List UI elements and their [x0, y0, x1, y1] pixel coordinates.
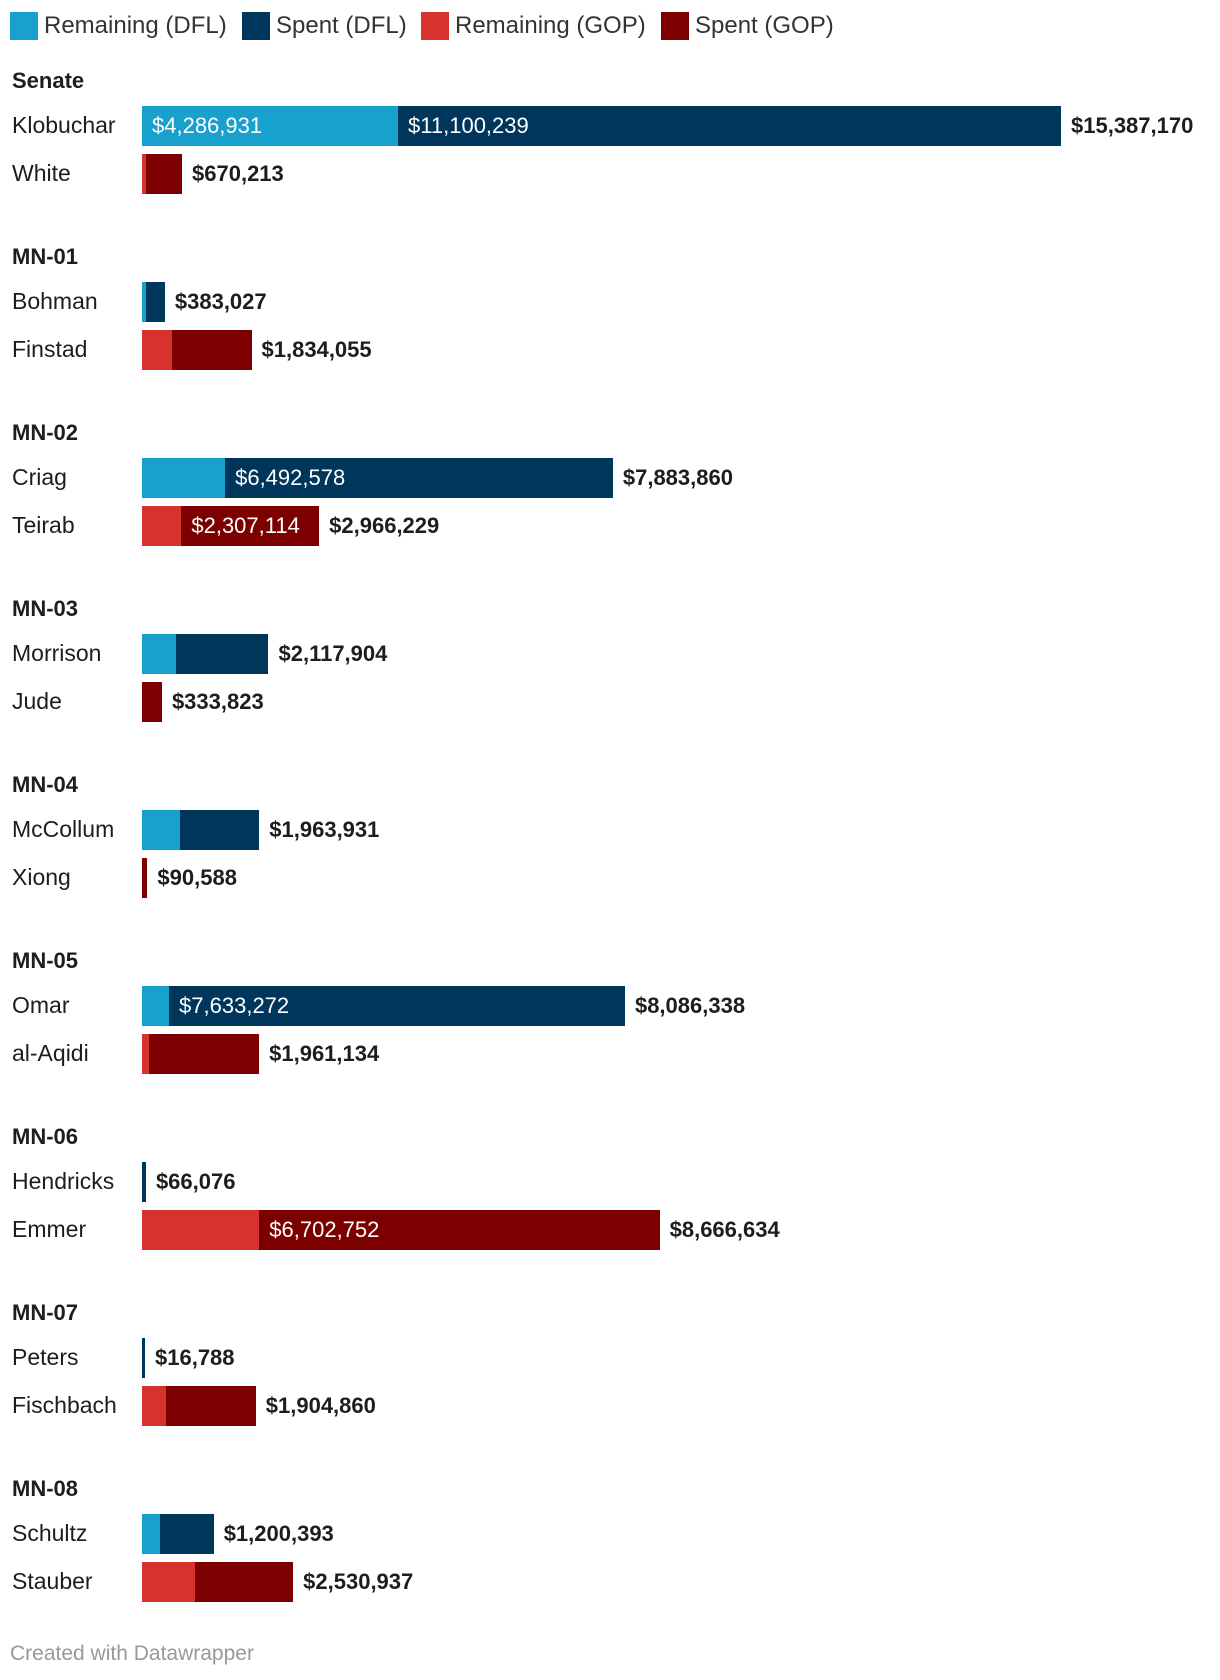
legend-swatch [661, 12, 689, 40]
bar-spent-label: $11,100,239 [408, 113, 529, 138]
bar-spent [259, 1210, 660, 1250]
bar-remaining [142, 330, 172, 370]
group-title: Senate [12, 68, 85, 93]
bar-total-label: $66,076 [155, 1169, 236, 1194]
bar-remaining-label: $4,286,931 [152, 113, 263, 138]
legend-swatch [242, 12, 270, 40]
legend-item-rem-gop: Remaining (GOP) [421, 12, 646, 40]
candidate-name: Peters [12, 1344, 79, 1370]
bar-remaining [142, 634, 177, 674]
bar-total-label: $2,530,937 [303, 1569, 414, 1594]
bar-remaining [142, 986, 170, 1026]
bar-spent [225, 458, 613, 498]
bar-total-label: $15,387,170 [1071, 113, 1194, 138]
legend-label: Remaining (DFL) [44, 12, 227, 39]
candidate-name: Teirab [12, 512, 75, 538]
bar-spent-label: $6,702,752 [269, 1217, 380, 1242]
legend-swatch [10, 12, 38, 40]
bar-remaining [142, 506, 182, 546]
bar-spent [171, 330, 252, 370]
bar-total-label: $2,117,904 [278, 641, 388, 666]
candidate-name: Bohman [12, 288, 98, 314]
candidate-name: Fischbach [12, 1392, 117, 1418]
bar-total-label: $1,904,860 [265, 1393, 376, 1418]
bar-spent-label: $7,633,272 [179, 993, 290, 1018]
credit-text: Created with Datawrapper [10, 1642, 254, 1665]
candidate-name: Schultz [12, 1520, 88, 1546]
bar-spent [181, 506, 320, 546]
bar-remaining [142, 1210, 260, 1250]
bar-spent [169, 986, 625, 1026]
candidate-name: White [12, 160, 71, 186]
bar-remaining [142, 282, 146, 322]
bar-spent [146, 154, 183, 194]
group-title: MN-05 [12, 948, 79, 973]
bar-spent [149, 1034, 260, 1074]
bar-spent [142, 858, 148, 898]
candidate-name: McCollum [12, 816, 115, 842]
candidate-name: Xiong [12, 864, 71, 890]
legend-item-spent-gop: Spent (GOP) [661, 12, 834, 40]
bar-total-label: $8,666,634 [669, 1217, 780, 1242]
bar-spent [142, 1338, 145, 1378]
group-title: MN-04 [12, 772, 79, 797]
candidate-name: Emmer [12, 1216, 87, 1242]
bar-total-label: $90,588 [157, 865, 237, 890]
bar-spent-label: $2,307,114 [191, 513, 300, 538]
bar-spent [142, 1162, 146, 1202]
bar-remaining [142, 1562, 195, 1602]
legend-label: Spent (DFL) [276, 12, 407, 39]
bar-total-label: $1,963,931 [269, 817, 380, 842]
candidate-name: Morrison [12, 640, 102, 666]
bar-spent [194, 1562, 294, 1602]
group-title: MN-06 [12, 1124, 79, 1149]
bar-remaining [142, 106, 399, 146]
candidate-name: Klobuchar [12, 112, 116, 138]
bar-spent [142, 682, 162, 722]
bar-spent [159, 1514, 214, 1554]
bar-remaining [142, 1514, 160, 1554]
bar-spent [166, 1386, 256, 1426]
candidate-name: Jude [12, 688, 62, 714]
bar-total-label: $8,086,338 [634, 993, 746, 1018]
bar-spent [398, 106, 1061, 146]
candidate-name: Stauber [12, 1568, 93, 1594]
bar-total-label: $2,966,229 [329, 513, 440, 538]
bar-total-label: $1,961,134 [269, 1041, 380, 1066]
group-title: MN-03 [12, 596, 79, 621]
group-title: MN-01 [12, 244, 79, 269]
candidate-name: Finstad [12, 336, 88, 362]
legend-item-rem-dfl: Remaining (DFL) [10, 12, 227, 40]
candidate-name: Hendricks [12, 1168, 115, 1194]
candidate-name: al-Aqidi [12, 1040, 89, 1066]
bar-remaining [142, 1034, 150, 1074]
bar-total-label: $383,027 [174, 289, 267, 314]
bar-total-label: $670,213 [192, 161, 284, 186]
bar-spent-label: $6,492,578 [235, 465, 346, 490]
bar-total-label: $16,788 [155, 1345, 235, 1370]
bar-remaining [142, 1386, 167, 1426]
bar-remaining [142, 810, 181, 850]
group-title: MN-08 [12, 1476, 79, 1501]
bar-total-label: $1,834,055 [261, 337, 372, 362]
bar-spent [176, 634, 269, 674]
bar-total-label: $7,883,860 [622, 465, 733, 490]
legend-label: Spent (GOP) [695, 12, 834, 39]
bar-remaining [142, 458, 226, 498]
bar-total-label: $333,823 [171, 689, 264, 714]
group-title: MN-07 [12, 1300, 79, 1325]
bar-remaining [142, 154, 147, 194]
group-title: MN-02 [12, 420, 79, 445]
bar-spent [180, 810, 260, 850]
legend-label: Remaining (GOP) [455, 12, 646, 39]
legend-item-spent-dfl: Spent (DFL) [242, 12, 407, 40]
bar-total-label: $1,200,393 [223, 1521, 334, 1546]
legend-swatch [421, 12, 449, 40]
candidate-name: Criag [12, 464, 67, 490]
bar-spent [145, 282, 165, 322]
candidate-name: Omar [12, 992, 70, 1018]
